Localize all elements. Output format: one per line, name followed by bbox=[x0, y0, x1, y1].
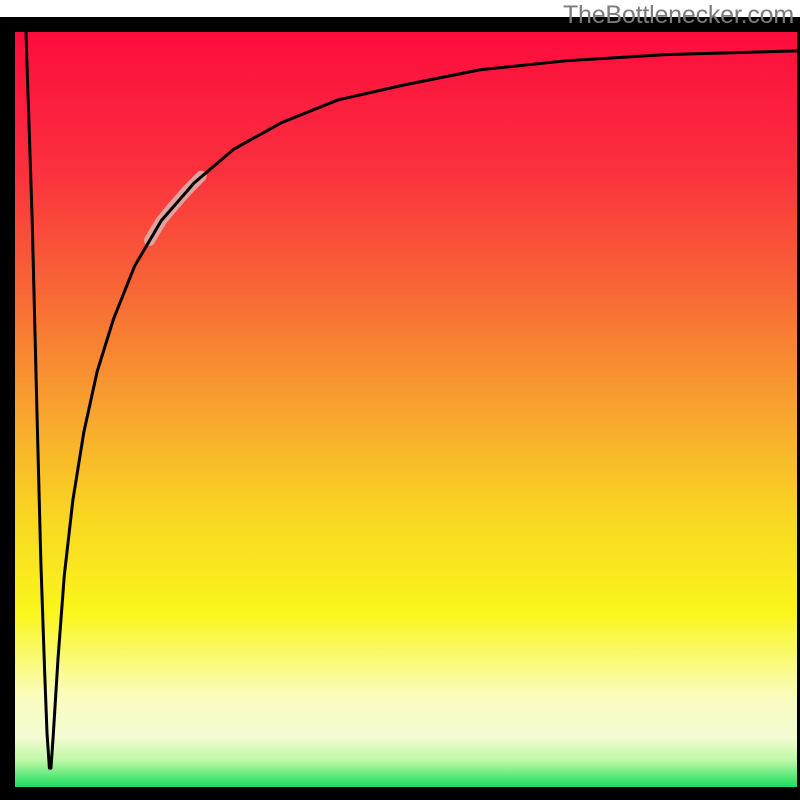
attribution-text: TheBottlenecker.com bbox=[563, 1, 794, 30]
gradient-background bbox=[15, 32, 797, 787]
bottleneck-chart bbox=[0, 0, 800, 800]
chart-container: TheBottlenecker.com bbox=[0, 0, 800, 800]
